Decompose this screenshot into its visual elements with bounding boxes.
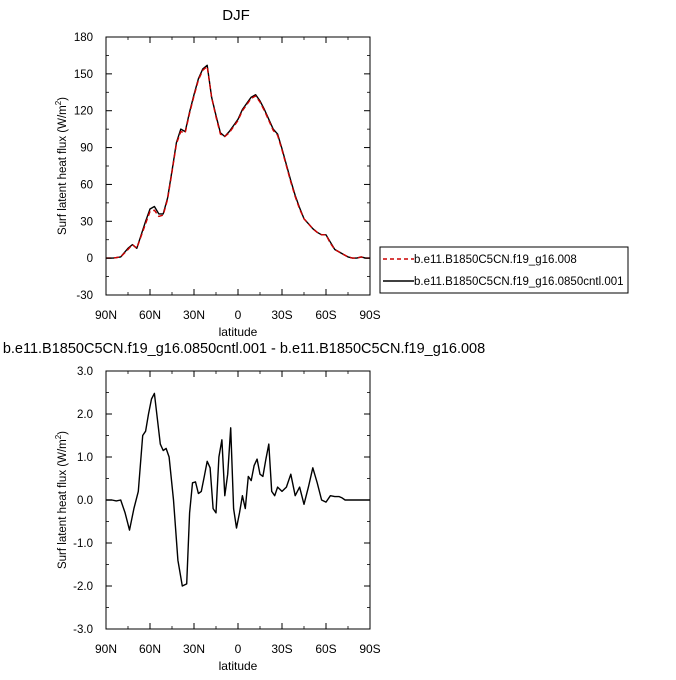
legend-label-case: b.e11.B1850C5CN.f19_g16.0850cntl.001 xyxy=(414,276,624,288)
top-y-tick-label: 30 xyxy=(80,216,93,228)
top-y-tick-label: 0 xyxy=(87,253,93,265)
legend: b.e11.B1850C5CN.f19_g16.008 b.e11.B1850C… xyxy=(379,246,629,294)
bottom-x-tick-label: 60S xyxy=(315,642,336,656)
bottom-series-line-1 xyxy=(106,392,370,587)
bottom-y-tick-label: -3.0 xyxy=(73,624,93,636)
top-y-tick-label: 120 xyxy=(74,106,93,118)
bottom-chart-title: b.e11.B1850C5CN.f19_g16.0850cntl.001 - b… xyxy=(3,341,485,357)
bottom-y-axis-label-text: Surf latent heat flux (W/m xyxy=(57,439,69,569)
bottom-y-tick-label: 2.0 xyxy=(77,409,93,421)
legend-box xyxy=(379,246,629,294)
bottom-y-axis-label: Surf latent heat flux (W/m2) xyxy=(54,431,69,569)
top-y-tick-label: 60 xyxy=(80,179,93,191)
bottom-x-tick-label: 0 xyxy=(235,642,242,656)
top-y-tick-label: 180 xyxy=(74,32,93,44)
top-y-tick-label: 90 xyxy=(80,143,93,155)
top-x-tick-label: 90N xyxy=(95,308,117,322)
bottom-x-axis-label: latitude xyxy=(219,659,258,673)
bottom-y-tick-label: -2.0 xyxy=(73,581,93,593)
top-x-tick-label: 30S xyxy=(271,308,292,322)
top-x-tick-label: 90S xyxy=(359,308,380,322)
top-x-tick-label: 60N xyxy=(139,308,161,322)
bottom-x-tick-label: 30S xyxy=(271,642,292,656)
bottom-y-tick-label: 0.0 xyxy=(77,495,93,507)
top-plot-area: 90N 60N 30N 0 30S 60S 90S -30 0 30 60 90 120 150 180 xyxy=(74,32,381,322)
bottom-panel: b.e11.B1850C5CN.f19_g16.0850cntl.001 - b… xyxy=(3,341,485,673)
bottom-plot-area: 90N 60N 30N 0 30S 60S 90S -3.0 -2.0 -1.0 0.0 1.0 2.0… xyxy=(73,366,381,656)
bottom-y-tick-label: 3.0 xyxy=(77,366,93,378)
bottom-x-tick-label: 90S xyxy=(359,642,380,656)
top-y-axis-label-close: ) xyxy=(57,97,69,101)
bottom-y-axis-label-close: ) xyxy=(57,431,69,435)
top-panel: DJF 90N 60N 30N 0 30S 60S 90S -30 0 30 60 90 120 150 1… xyxy=(54,7,381,339)
top-y-axis-label-superscript: 2 xyxy=(54,100,63,105)
top-y-axis-label: Surf latent heat flux (W/m2) xyxy=(54,97,69,235)
bottom-x-tick-label: 60N xyxy=(139,642,161,656)
top-x-axis-label: latitude xyxy=(219,325,258,339)
bottom-y-axis-label-superscript: 2 xyxy=(54,434,63,439)
top-y-tick-label: 150 xyxy=(74,69,93,81)
bottom-x-tick-label: 90N xyxy=(95,642,117,656)
bottom-y-tick-label: 1.0 xyxy=(77,452,93,464)
top-x-tick-label: 0 xyxy=(235,308,242,322)
legend-label-control: b.e11.B1850C5CN.f19_g16.008 xyxy=(414,254,577,266)
top-x-tick-label: 30N xyxy=(183,308,205,322)
top-x-tick-label: 60S xyxy=(315,308,336,322)
top-y-axis-label-text: Surf latent heat flux (W/m xyxy=(57,105,69,235)
top-y-tick-label: -30 xyxy=(76,290,93,302)
bottom-y-tick-label: -1.0 xyxy=(73,538,93,550)
bottom-x-tick-label: 30N xyxy=(183,642,205,656)
top-series-line-1 xyxy=(106,65,370,259)
top-chart-title: DJF xyxy=(222,7,250,24)
